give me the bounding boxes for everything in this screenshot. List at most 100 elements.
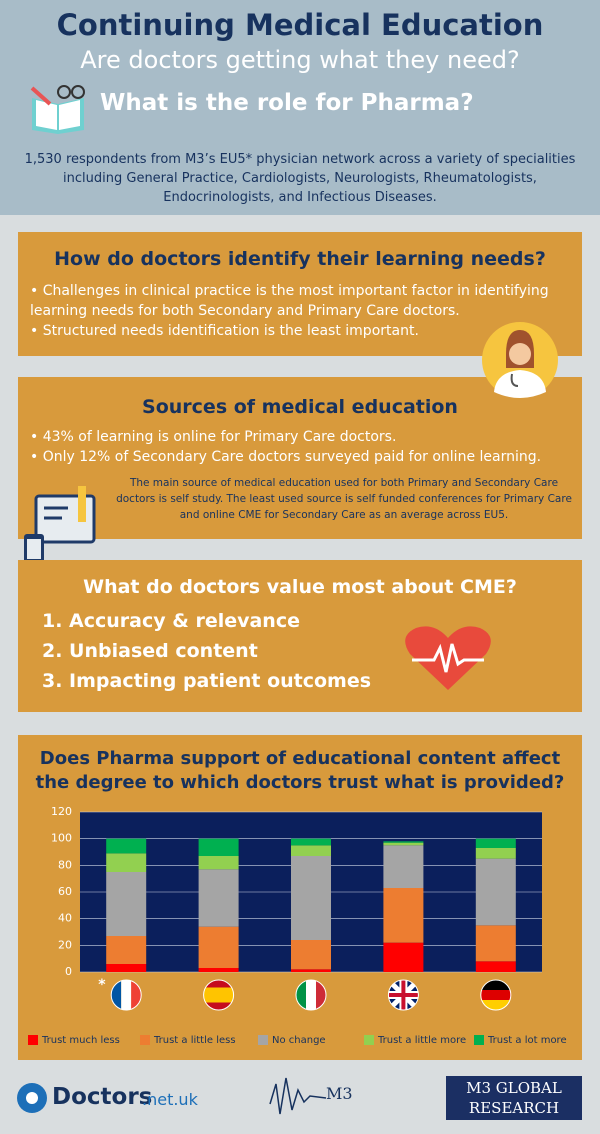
- logo-text: RESEARCH: [468, 1099, 560, 1117]
- bar-segment: [383, 888, 424, 943]
- y-tick-label: 40: [58, 912, 72, 925]
- flag-part: [203, 1002, 234, 1010]
- flag-body: [111, 980, 142, 1010]
- flag-part: [480, 980, 511, 990]
- bar-segment: [475, 858, 516, 926]
- bar-segment: [106, 838, 147, 854]
- note: The main source of medical education use…: [116, 477, 572, 521]
- legend-swatch: [28, 1035, 38, 1045]
- legend-swatch: [474, 1035, 484, 1045]
- section-box: [18, 377, 582, 539]
- flag-body: [296, 980, 326, 1010]
- flag-body: [203, 980, 234, 1010]
- heart-icon: [405, 626, 491, 690]
- m3-global-logo: [446, 1076, 582, 1120]
- bar-segment: [475, 838, 516, 848]
- bar-segment: [383, 942, 424, 972]
- legend-label: No change: [272, 1035, 326, 1046]
- y-tick-label: 80: [58, 858, 72, 871]
- section-title: How do doctors identify their learning n…: [54, 248, 546, 270]
- book-icon: [30, 85, 85, 134]
- flag-ring: [387, 979, 419, 1011]
- bar-segment: [291, 969, 331, 972]
- section-box: [18, 232, 582, 356]
- flag-part: [203, 980, 234, 988]
- flag-part: [121, 980, 132, 1010]
- flag: [295, 979, 327, 1011]
- doctors-logo: Doctors .net.uk: [14, 1078, 214, 1118]
- m3-wave: [269, 1077, 327, 1115]
- bar-segment: [383, 841, 424, 843]
- list-item: 1. Accuracy & relevance: [42, 610, 300, 632]
- m3-text: M3: [326, 1084, 353, 1103]
- legend-label: Trust a little more: [377, 1035, 466, 1046]
- bar-segment: [198, 856, 239, 870]
- legend-label: Trust a little less: [153, 1035, 236, 1046]
- flag-part: [111, 980, 122, 1010]
- bar-segment: [198, 926, 239, 968]
- legend-label: Trust much less: [41, 1035, 120, 1046]
- y-tick-label: 60: [58, 885, 72, 898]
- legend-label: Trust a lot more: [487, 1035, 567, 1046]
- y-tick-label: 100: [51, 832, 72, 845]
- flag: [110, 979, 142, 1011]
- bar-segment: [198, 838, 239, 856]
- legend-swatch: [258, 1035, 268, 1045]
- y-tick-label: 20: [58, 938, 72, 951]
- header-band: [0, 0, 600, 215]
- flag-part: [316, 980, 326, 1010]
- logo-mark: [17, 1083, 47, 1113]
- notebook-icon: [24, 486, 96, 566]
- bullet: • Challenges in clinical practice is the…: [30, 283, 549, 319]
- bar-segment: [475, 961, 516, 972]
- flag: [203, 979, 235, 1011]
- bar-segment: [291, 845, 331, 856]
- section-title: What do doctors value most about CME?: [83, 576, 517, 598]
- bar-segment: [383, 842, 424, 846]
- legend-swatch: [364, 1035, 374, 1045]
- bar-segment: [383, 845, 424, 888]
- y-tick-label: 0: [65, 965, 72, 978]
- bar-segment: [198, 968, 239, 972]
- y-tick-label: 120: [51, 805, 72, 818]
- question: What is the role for Pharma?: [100, 90, 474, 116]
- logo-text: Doctors: [52, 1084, 153, 1110]
- flag-ring: [295, 979, 327, 1011]
- section-title: Sources of medical education: [142, 396, 458, 418]
- chart-title: Does Pharma support of educational conte…: [35, 748, 565, 793]
- description: 1,530 respondents from M3’s EU5* physici…: [24, 152, 576, 205]
- bullet: • 43% of learning is online for Primary …: [30, 429, 397, 445]
- bar-segment: [106, 936, 147, 964]
- bar-segment: [291, 838, 331, 846]
- flag-part: [296, 980, 306, 1010]
- flag-part: [306, 980, 316, 1010]
- doctor-icon: [482, 322, 558, 398]
- list-item: 2. Unbiased content: [42, 640, 258, 662]
- logo-text: .net.uk: [142, 1090, 198, 1109]
- bullet: • Structured needs identification is the…: [30, 323, 419, 339]
- logo-text: M3 GLOBAL: [466, 1079, 562, 1097]
- flag-part: [388, 980, 419, 1010]
- list-item: 3. Impacting patient outcomes: [42, 670, 372, 692]
- bullet: • Only 12% of Secondary Care doctors sur…: [30, 449, 542, 465]
- chart: 0 20 40 60 80 100 120 * Trust much less Trust a l…: [28, 805, 567, 1046]
- bar-segment: [475, 848, 516, 859]
- flag-part: [480, 1000, 511, 1010]
- flag-part: [203, 987, 234, 1003]
- flag-body: [388, 980, 419, 1010]
- flag-ring: [110, 979, 142, 1011]
- bar-segment: [106, 872, 147, 936]
- bar-segment: [291, 856, 331, 940]
- bar-segment: [106, 964, 147, 972]
- flag-ring: [203, 979, 235, 1011]
- bar-segment: [475, 925, 516, 962]
- flag-body: [480, 980, 511, 1010]
- legend-swatch: [140, 1035, 150, 1045]
- title: Continuing Medical Education: [56, 8, 544, 42]
- flag: [480, 979, 512, 1011]
- annotation: *: [98, 977, 106, 993]
- bar-segment: [106, 853, 147, 872]
- bar-segment: [198, 869, 239, 927]
- flag: [387, 979, 419, 1011]
